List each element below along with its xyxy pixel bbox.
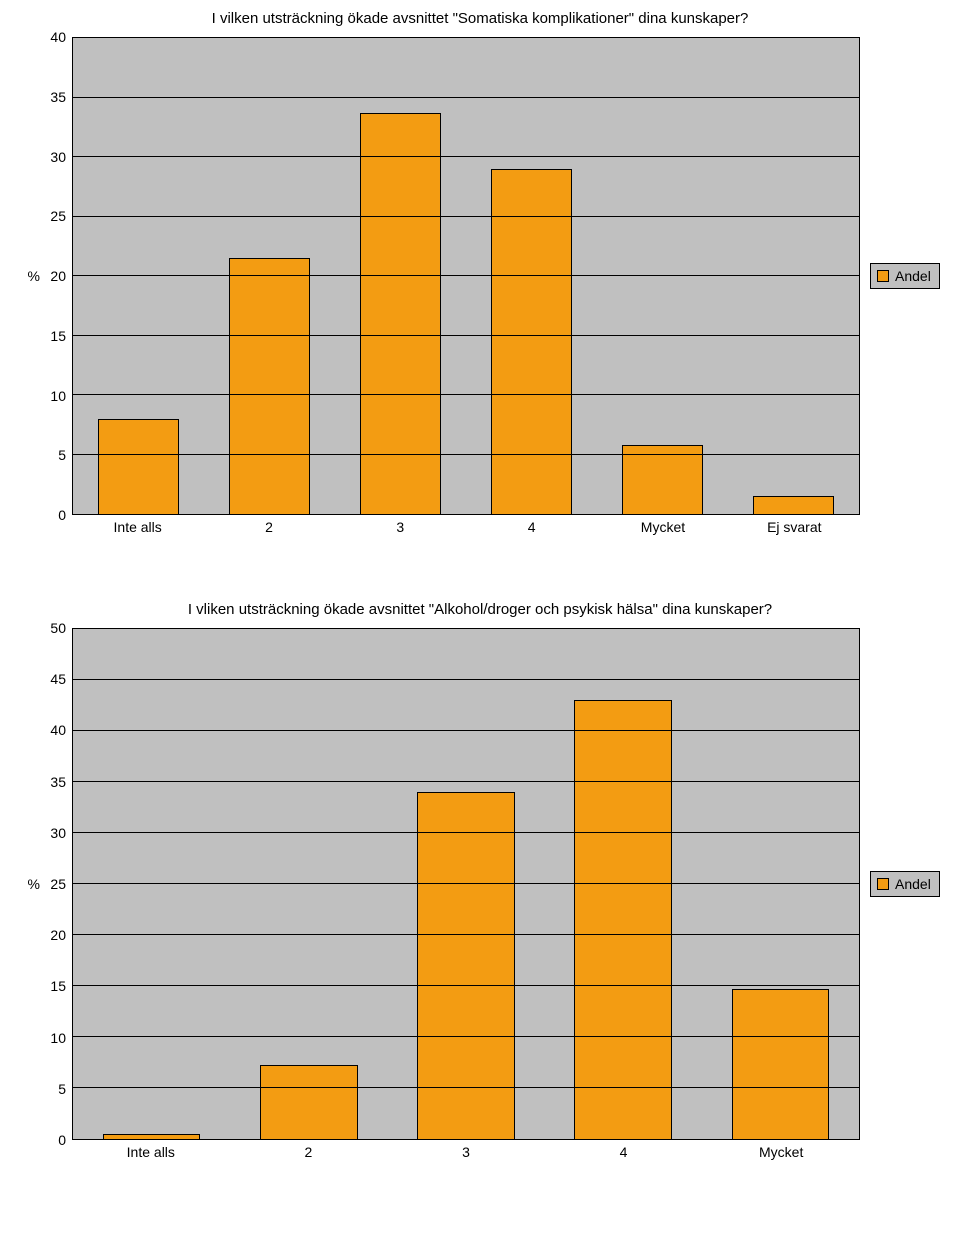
- bar-slot: [387, 629, 544, 1139]
- bar-slot: [728, 38, 859, 514]
- bar-slot: [597, 38, 728, 514]
- y-tick-label: 40: [50, 30, 72, 44]
- y-tick-label: 25: [50, 209, 72, 223]
- chart-1-legend: Andel: [870, 263, 940, 289]
- x-tick-label: 4: [545, 1144, 703, 1160]
- x-tick-label: Inte alls: [72, 519, 203, 535]
- gridline: [73, 275, 859, 276]
- gridline: [73, 730, 859, 731]
- gridline: [73, 883, 859, 884]
- y-tick-label: 5: [58, 1082, 72, 1096]
- bar: [491, 169, 572, 514]
- gridline: [73, 934, 859, 935]
- y-tick-label: 25: [50, 877, 72, 891]
- bar: [622, 445, 703, 514]
- chart-1-title: I vilken utsträckning ökade avsnittet "S…: [20, 10, 940, 27]
- x-tick-label: 4: [466, 519, 597, 535]
- bar-slot: [545, 629, 702, 1139]
- gridline: [73, 1087, 859, 1088]
- y-tick-label: 10: [50, 1031, 72, 1045]
- bar: [732, 989, 829, 1139]
- x-tick-label: 2: [203, 519, 334, 535]
- chart-2-title: I vliken utsträckning ökade avsnittet "A…: [20, 601, 940, 618]
- y-tick-label: 35: [50, 775, 72, 789]
- bar-slot: [73, 38, 204, 514]
- bar: [574, 700, 671, 1139]
- chart-2-plot-area: [72, 628, 860, 1140]
- x-tick-label: Mycket: [702, 1144, 860, 1160]
- chart-2: I vliken utsträckning ökade avsnittet "A…: [0, 541, 960, 1166]
- chart-2-legend-label: Andel: [895, 876, 931, 892]
- gridline: [73, 394, 859, 395]
- chart-2-x-labels: Inte alls234Mycket: [72, 1144, 860, 1160]
- y-tick-label: 0: [58, 508, 72, 522]
- bar: [103, 1134, 200, 1139]
- y-tick-label: 45: [50, 672, 72, 686]
- y-tick-label: 40: [50, 723, 72, 737]
- bar-slot: [204, 38, 335, 514]
- gridline: [73, 1036, 859, 1037]
- bar-slot: [702, 629, 859, 1139]
- y-tick-label: 15: [50, 329, 72, 343]
- x-tick-label: Ej svarat: [729, 519, 860, 535]
- chart-1-legend-label: Andel: [895, 268, 931, 284]
- bar-slot: [73, 629, 230, 1139]
- gridline: [73, 97, 859, 98]
- x-tick-label: 3: [387, 1144, 545, 1160]
- x-tick-label: Mycket: [597, 519, 728, 535]
- bar-slot: [335, 38, 466, 514]
- chart-2-bars: [73, 629, 859, 1139]
- chart-1-x-axis: Inte alls234MycketEj svarat: [20, 519, 940, 535]
- y-tick-label: 20: [50, 928, 72, 942]
- chart-2-legend-swatch: [877, 878, 889, 890]
- chart-2-y-label: %: [20, 628, 42, 1140]
- chart-2-legend: Andel: [870, 871, 940, 897]
- chart-2-x-axis: Inte alls234Mycket: [20, 1144, 940, 1160]
- bar-slot: [230, 629, 387, 1139]
- chart-1-legend-swatch: [877, 270, 889, 282]
- y-tick-label: 15: [50, 979, 72, 993]
- gridline: [73, 832, 859, 833]
- y-tick-label: 10: [50, 389, 72, 403]
- y-tick-label: 20: [50, 269, 72, 283]
- gridline: [73, 679, 859, 680]
- gridline: [73, 216, 859, 217]
- gridline: [73, 781, 859, 782]
- chart-1-row: % 0510152025303540 Andel: [20, 37, 940, 515]
- y-tick-label: 0: [58, 1133, 72, 1147]
- bar: [753, 496, 834, 514]
- chart-1-plot-area: [72, 37, 860, 515]
- x-tick-label: 2: [230, 1144, 388, 1160]
- chart-1-x-labels: Inte alls234MycketEj svarat: [72, 519, 860, 535]
- gridline: [73, 156, 859, 157]
- chart-1: I vilken utsträckning ökade avsnittet "S…: [0, 0, 960, 541]
- bar: [260, 1065, 357, 1139]
- chart-1-y-ticks: 0510152025303540: [42, 37, 72, 515]
- chart-2-y-ticks: 05101520253035404550: [42, 628, 72, 1140]
- bar: [98, 419, 179, 514]
- gridline: [73, 335, 859, 336]
- gridline: [73, 454, 859, 455]
- chart-1-y-label: %: [20, 37, 42, 515]
- y-tick-label: 50: [50, 621, 72, 635]
- x-tick-label: 3: [335, 519, 466, 535]
- bar: [229, 258, 310, 514]
- chart-2-row: % 05101520253035404550 Andel: [20, 628, 940, 1140]
- y-tick-label: 35: [50, 90, 72, 104]
- y-tick-label: 5: [58, 448, 72, 462]
- y-tick-label: 30: [50, 826, 72, 840]
- chart-1-bars: [73, 38, 859, 514]
- gridline: [73, 985, 859, 986]
- bar-slot: [466, 38, 597, 514]
- x-tick-label: Inte alls: [72, 1144, 230, 1160]
- y-tick-label: 30: [50, 150, 72, 164]
